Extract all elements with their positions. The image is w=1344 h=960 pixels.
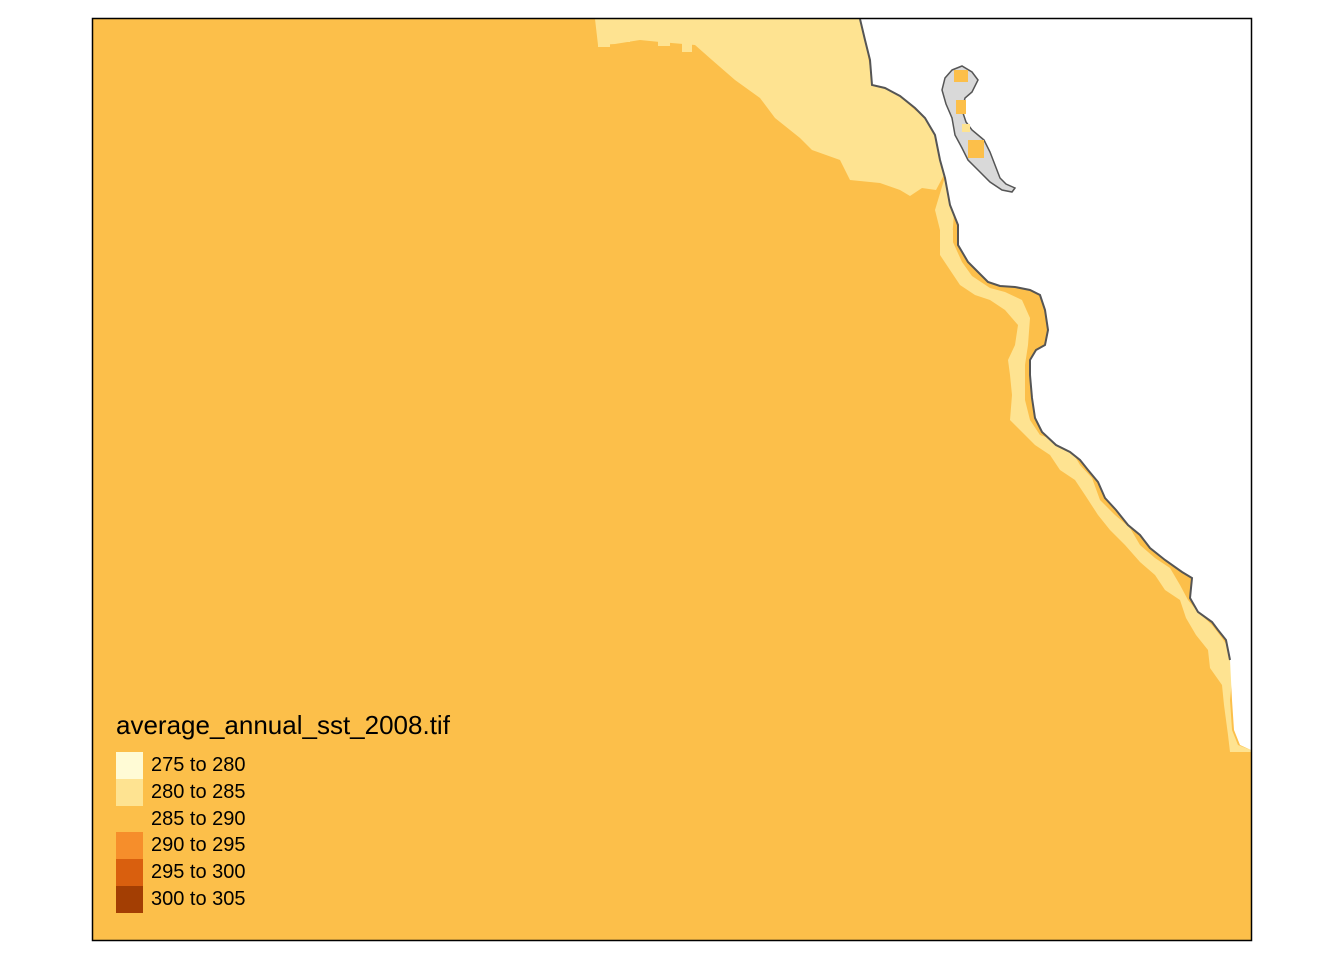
legend-label: 285 to 290 xyxy=(151,807,246,830)
legend-swatch xyxy=(116,752,143,779)
sst-raster-cool-band xyxy=(595,19,944,196)
legend-label: 295 to 300 xyxy=(151,861,246,884)
legend-swatch xyxy=(116,885,143,913)
inland-water-bay xyxy=(941,65,1017,193)
legend-swatch xyxy=(116,832,143,860)
sst-raster-cool-pixel xyxy=(620,32,630,42)
map-frame xyxy=(91,17,1253,942)
legend-swatch xyxy=(116,805,143,833)
legend-label: 300 to 305 xyxy=(151,887,246,910)
legend-items: 275 to 280 280 to 285 285 to 290 290 to … xyxy=(116,752,450,913)
legend-swatch xyxy=(116,778,143,806)
sst-raster-cool-pixel xyxy=(918,140,928,154)
bay-warm-pixel xyxy=(954,70,968,82)
legend-title: average_annual_sst_2008.tif xyxy=(116,710,450,740)
map-legend: average_annual_sst_2008.tif 275 to 280 2… xyxy=(116,708,450,913)
legend-item: 285 to 290 xyxy=(116,805,450,833)
land-area xyxy=(860,19,1251,750)
legend-item: 275 to 280 xyxy=(116,752,450,779)
sst-raster-cool-pixel xyxy=(682,42,692,52)
legend-item: 300 to 305 xyxy=(116,885,450,913)
legend-item: 295 to 300 xyxy=(116,859,450,886)
legend-label: 275 to 280 xyxy=(151,754,246,776)
legend-item: 280 to 285 xyxy=(116,778,450,806)
bay-warm-pixel xyxy=(956,100,966,114)
sst-raster-cool-pixel xyxy=(945,230,953,260)
legend-swatch xyxy=(116,859,143,886)
bay-warm-pixel xyxy=(968,140,984,158)
coastline xyxy=(859,18,1231,661)
legend-label: 290 to 295 xyxy=(151,834,246,857)
bay-cool-pixel xyxy=(962,124,970,132)
sst-raster-cool-pixel xyxy=(598,35,610,47)
legend-item: 290 to 295 xyxy=(116,832,450,860)
legend-label: 280 to 285 xyxy=(151,780,246,803)
sst-raster-cool-pixel xyxy=(658,36,670,46)
